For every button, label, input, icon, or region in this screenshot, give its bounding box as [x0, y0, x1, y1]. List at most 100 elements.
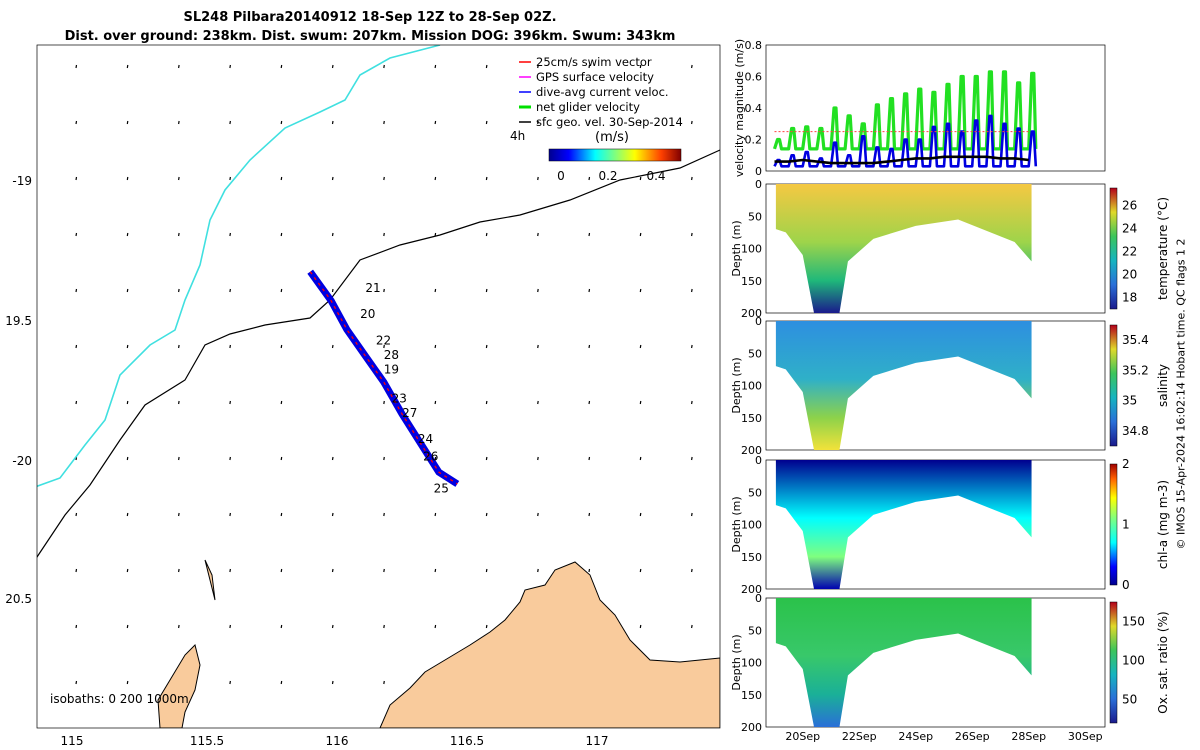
current-vector	[383, 624, 385, 629]
velocity-ytick-label: 0.2	[745, 134, 763, 147]
track-line	[307, 269, 460, 487]
depth-tick-label: 50	[748, 347, 762, 360]
date-tick-label: 20Sep	[785, 730, 820, 743]
current-vector	[691, 400, 693, 405]
day-label: 25	[434, 482, 449, 496]
map-xtick-label: 116.5	[450, 734, 484, 748]
depth-axis-label: Depth (m)	[730, 220, 743, 276]
velocity-tick-labels: 0 0.2 0.4 0.6 0.8	[745, 39, 763, 178]
colorbar-axis-label: salinity	[1156, 364, 1170, 407]
day-label: 23	[392, 391, 407, 405]
current-vector	[126, 232, 129, 237]
current-vector	[178, 120, 180, 125]
current-vector	[126, 512, 129, 517]
figure-title: SL248 Pilbara20140912 18-Sep 12Z to 28-S…	[40, 8, 700, 46]
coastline-500m-isobath	[37, 45, 441, 488]
current-vector	[331, 344, 334, 349]
section-colorbar	[1109, 463, 1118, 586]
day-label: 19	[384, 362, 399, 376]
velocity-ylabel: velocity magnitude (m/s)	[733, 39, 746, 177]
map-xtick-label: 116	[326, 734, 349, 748]
colorbar-axis-label: temperature (°C)	[1156, 197, 1170, 300]
current-vector	[383, 288, 385, 293]
current-vector	[485, 456, 488, 461]
current-vector	[331, 64, 334, 69]
section-field	[775, 321, 1032, 450]
current-vector	[434, 176, 437, 181]
current-vector	[537, 456, 539, 461]
current-vector	[75, 400, 78, 405]
current-vector	[639, 288, 642, 293]
current-vector	[691, 344, 693, 349]
current-vector	[178, 512, 180, 517]
current-vector	[75, 512, 78, 517]
section-panel-2: 0 50 100 150 200 Depth (m) 34.8 35 35.2 35.4 salin…	[730, 315, 1170, 457]
current-vector	[639, 456, 642, 461]
current-vector	[75, 344, 78, 349]
current-vector	[691, 64, 693, 69]
current-vector	[485, 400, 488, 405]
depth-tick-label: 100	[741, 380, 762, 393]
current-vector	[639, 400, 642, 405]
map-xtick-label: 115	[61, 734, 84, 748]
depth-tick-label: 100	[741, 519, 762, 532]
current-vector	[280, 624, 283, 629]
section-field	[775, 184, 1032, 313]
current-vector	[588, 288, 591, 293]
day-label: 28	[384, 348, 399, 362]
isobath-note: isobaths: 0 200 1000m	[50, 692, 189, 706]
current-vector	[331, 568, 334, 573]
current-vector	[280, 344, 283, 349]
current-vector	[75, 176, 78, 181]
legend-entry: net glider velocity	[536, 100, 640, 114]
current-vector	[383, 120, 385, 125]
depth-axis-label: Depth (m)	[730, 357, 743, 413]
date-tick-label: 22Sep	[842, 730, 877, 743]
bathymetry-1000m-isobath	[37, 149, 720, 559]
current-vector	[537, 400, 539, 405]
current-vector	[331, 120, 334, 125]
depth-tick-label: 150	[741, 689, 762, 702]
current-vector	[639, 568, 642, 573]
legend-entry: 25cm/s swim vector	[536, 55, 652, 69]
map-colorbar-ticks: 0 0.2 0.4	[557, 169, 665, 183]
current-vector	[434, 456, 437, 461]
colorbar-title: (m/s)	[595, 130, 629, 145]
current-vector	[75, 568, 78, 573]
day-label: 22	[376, 333, 391, 347]
current-vector	[280, 680, 283, 685]
current-vector	[588, 120, 591, 125]
map-tick-labels: 115 115.5 116 116.5 117 -19 19.5 -20 20.5	[5, 174, 608, 748]
colorbar-axis-label: chl-a (mg m-3)	[1156, 480, 1170, 569]
current-vector	[126, 456, 129, 461]
colorbar-tick-label: 20	[1122, 267, 1137, 281]
current-vector	[331, 512, 334, 517]
current-vector	[280, 400, 283, 405]
current-vector	[485, 344, 488, 349]
velocity-series-line	[772, 70, 1038, 151]
current-vector	[383, 680, 385, 685]
land-islands	[157, 559, 216, 728]
current-vector	[639, 512, 642, 517]
velocity-ytick-label: 0	[755, 165, 762, 178]
current-vector	[229, 400, 231, 405]
current-vector	[485, 568, 488, 573]
current-vector	[229, 176, 231, 181]
colorbar-tick-label: 35.4	[1122, 333, 1149, 347]
colorbar-tick-label: 50	[1122, 693, 1137, 707]
depth-tick-label: 200	[741, 444, 762, 457]
current-vector	[588, 176, 591, 181]
current-vector	[691, 120, 693, 125]
current-vector	[434, 568, 437, 573]
current-vector	[383, 64, 385, 69]
depth-tick-label: 50	[748, 624, 762, 637]
current-vector	[383, 232, 385, 237]
depth-tick-label: 150	[741, 551, 762, 564]
current-vector	[383, 568, 385, 573]
current-vector	[639, 176, 642, 181]
depth-tick-label: 200	[741, 307, 762, 320]
current-vector	[229, 512, 231, 517]
velocity-ytick-label: 0.4	[745, 102, 763, 115]
